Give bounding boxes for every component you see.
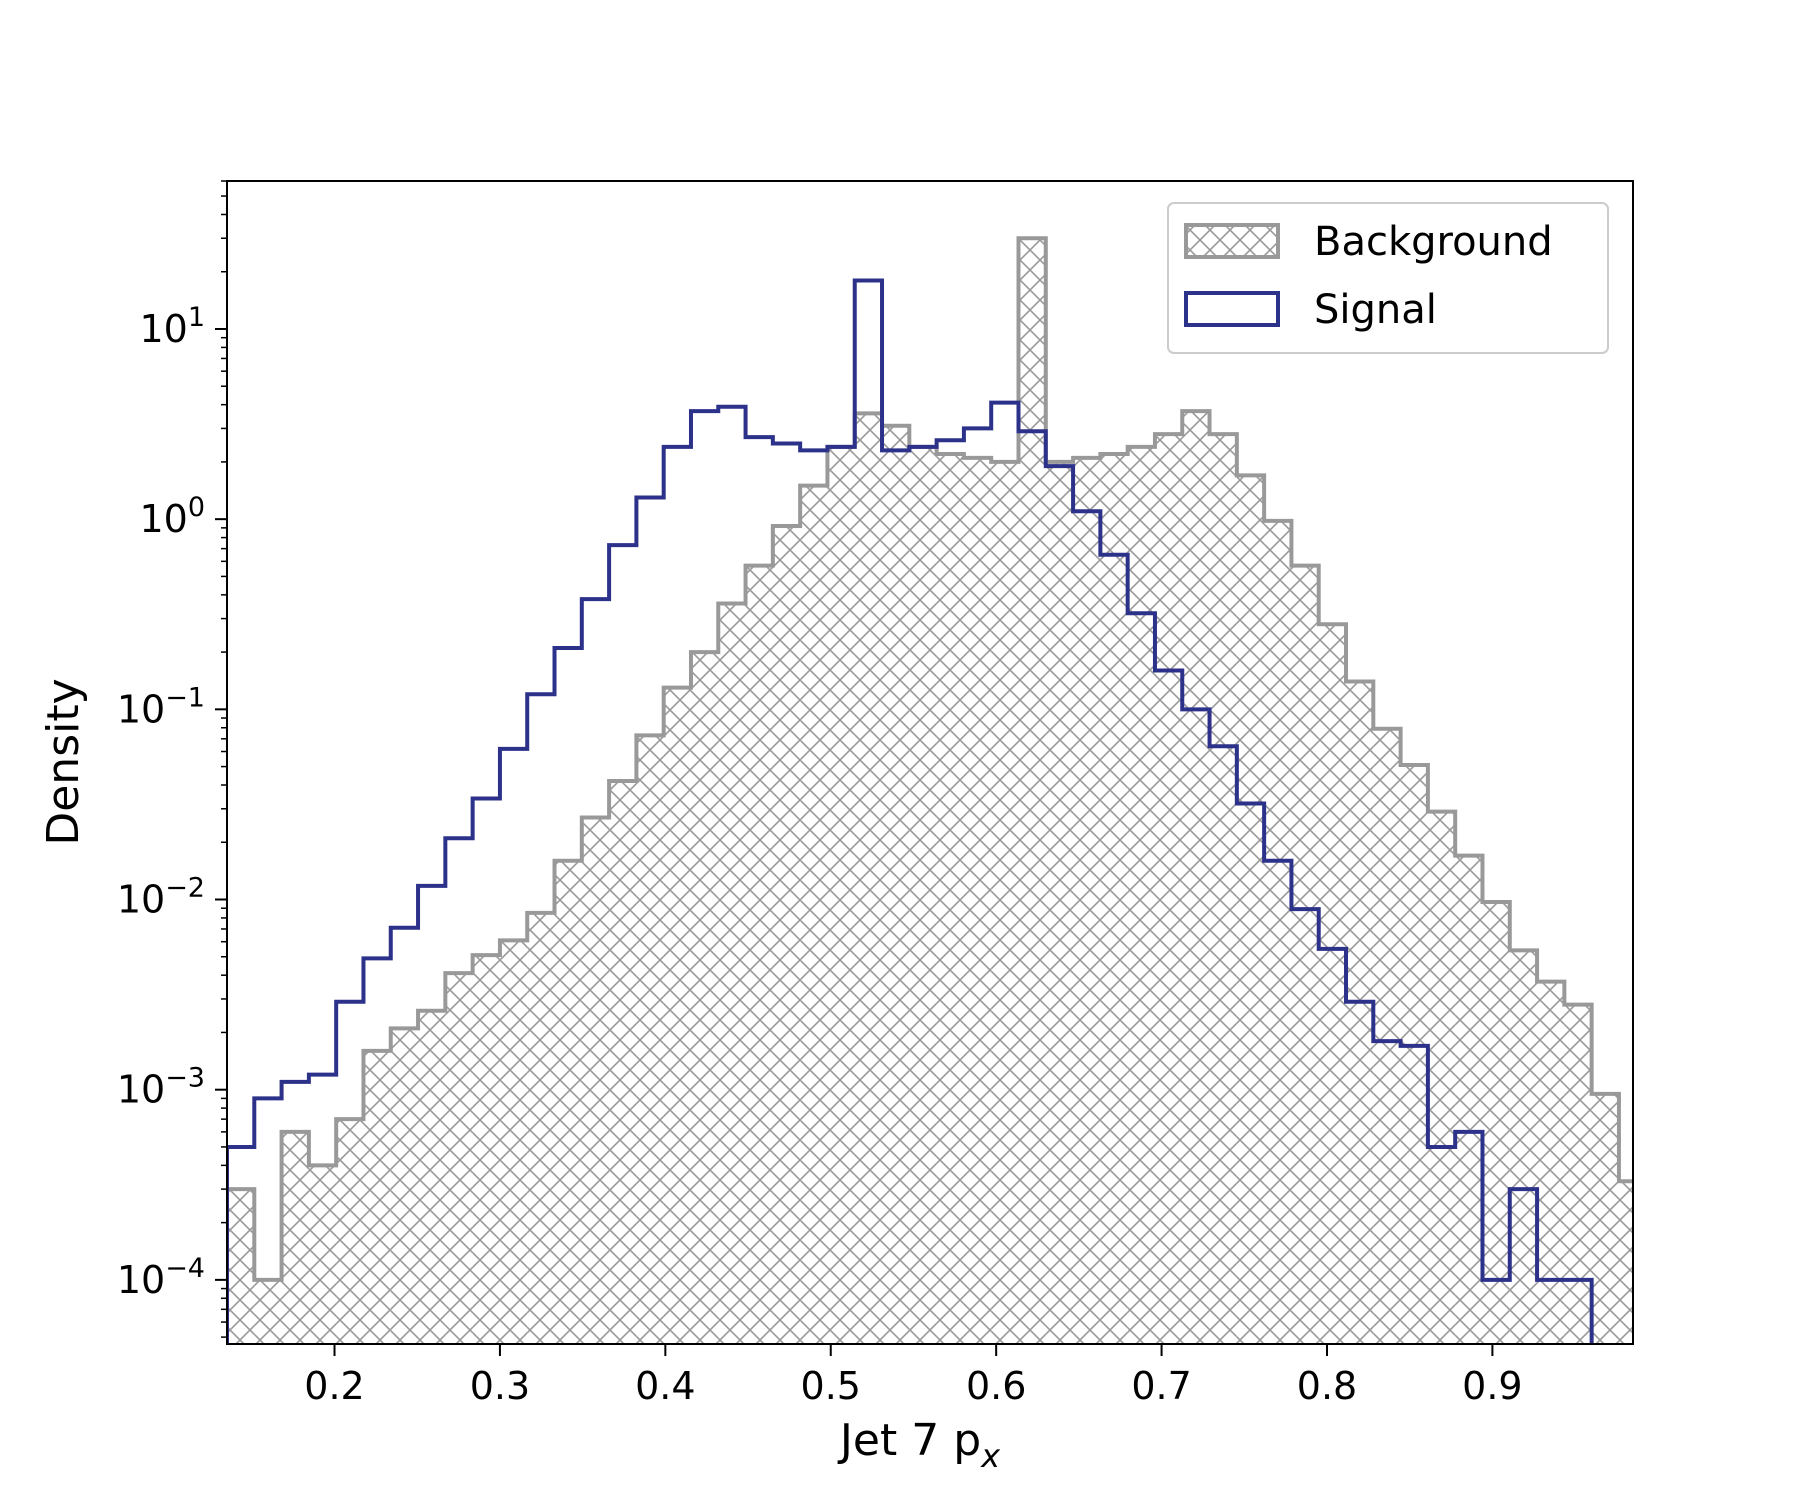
background-bar	[527, 912, 555, 1344]
background-bar	[1427, 811, 1456, 1344]
background-bar	[690, 652, 719, 1344]
background-bar	[390, 1028, 419, 1344]
x-tick-label: 0.6	[966, 1364, 1026, 1408]
legend-swatch-background	[1184, 223, 1280, 259]
background-bar	[363, 1050, 391, 1344]
background-outline	[227, 236, 1633, 1344]
background-bar	[499, 940, 528, 1344]
background-bar	[1537, 981, 1565, 1344]
x-tick-label: 0.2	[304, 1364, 364, 1408]
background-bar	[1455, 855, 1483, 1344]
background-bar	[1373, 728, 1401, 1344]
background-bar	[581, 817, 610, 1344]
background-bar	[663, 687, 691, 1344]
background-bar	[800, 485, 828, 1344]
background-bar	[472, 955, 500, 1344]
x-tick-label: 0.4	[635, 1364, 695, 1408]
x-tick-label: 0.3	[470, 1364, 530, 1408]
plot-frame	[226, 180, 1634, 1345]
background-bar	[1209, 434, 1237, 1344]
background-bar	[882, 425, 910, 1344]
background-bar	[418, 1010, 446, 1344]
background-bar	[1154, 434, 1183, 1344]
legend-label-signal: Signal	[1314, 287, 1437, 333]
background-bar	[1346, 681, 1374, 1344]
background-bar	[1482, 902, 1510, 1344]
background-bar	[336, 1119, 364, 1344]
background-bar	[281, 1131, 309, 1344]
background-bar	[636, 735, 664, 1344]
background-bar	[745, 565, 773, 1344]
background-bar	[254, 1279, 282, 1344]
background-bar	[1618, 1181, 1633, 1344]
background-bar	[1291, 565, 1319, 1344]
background-bar	[1564, 1004, 1592, 1344]
y-tick-label: 10−3	[117, 1063, 205, 1112]
legend-label-background: Background	[1314, 219, 1553, 265]
y-tick-label: 10−2	[117, 873, 205, 922]
y-tick-label: 100	[139, 492, 205, 541]
background-bar	[1045, 461, 1074, 1344]
background-bar	[1591, 1093, 1619, 1344]
y-axis-title: Density	[38, 678, 89, 845]
background-bar	[772, 526, 801, 1344]
background-bar	[1127, 446, 1155, 1344]
background-bar	[1318, 624, 1347, 1344]
y-tick-label: 10−1	[117, 682, 205, 731]
background-bar	[227, 1189, 255, 1344]
background-bar	[308, 1165, 337, 1344]
background-bar	[1509, 950, 1538, 1344]
legend: Background Signal	[1167, 202, 1609, 354]
background-bar	[936, 454, 964, 1344]
background-bar	[963, 457, 992, 1344]
background-bar	[1018, 238, 1046, 1344]
signal-outline	[227, 278, 1594, 1344]
background-bar	[909, 446, 937, 1344]
background-bar	[1182, 411, 1210, 1344]
legend-swatch-signal	[1184, 291, 1280, 327]
background-bar	[1236, 475, 1265, 1344]
y-tick-label: 10−4	[117, 1253, 205, 1302]
background-bar	[991, 461, 1019, 1344]
background-bar	[609, 780, 637, 1344]
background-bar	[1100, 454, 1128, 1344]
background-bar	[1264, 520, 1292, 1344]
background-bar	[1400, 764, 1428, 1344]
background-bar	[827, 446, 855, 1344]
background-bar	[854, 413, 883, 1344]
y-tick-label: 101	[139, 302, 205, 351]
x-tick-label: 0.7	[1131, 1364, 1191, 1408]
x-tick-label: 0.9	[1462, 1364, 1522, 1408]
background-bar	[445, 973, 473, 1344]
x-tick-label: 0.8	[1297, 1364, 1357, 1408]
x-axis-title: Jet 7 px	[837, 1415, 1001, 1475]
x-tick-label: 0.5	[801, 1364, 861, 1408]
x-axis-title-sub: x	[980, 1437, 1001, 1475]
background-bar	[718, 603, 746, 1344]
background-bar	[554, 860, 582, 1344]
background-bar	[1073, 457, 1101, 1344]
